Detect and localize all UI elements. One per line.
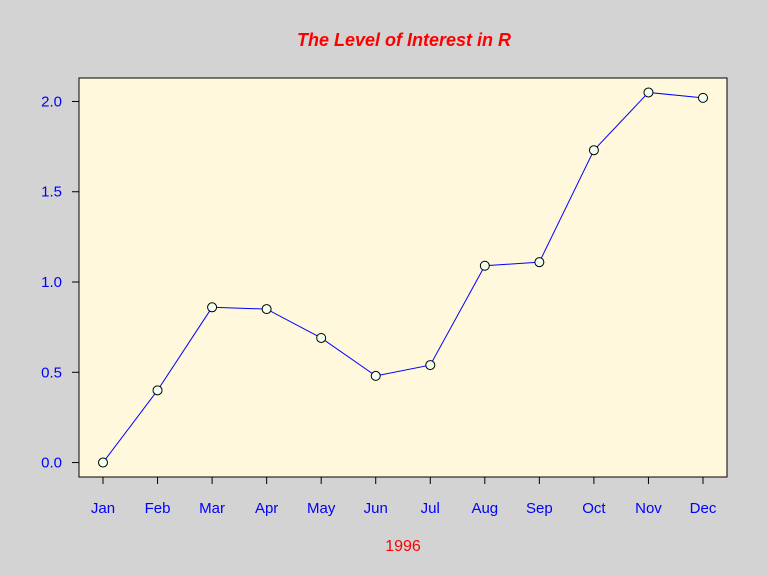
data-point-jun — [370, 370, 381, 381]
data-point-nov — [643, 87, 654, 98]
x-tick-label: Sep — [526, 500, 553, 517]
data-point-apr — [261, 304, 272, 315]
y-tick-label: 0.0 — [41, 455, 62, 472]
data-point-mar — [207, 302, 218, 313]
data-point-jan — [98, 457, 108, 468]
x-tick-label: Jun — [364, 500, 388, 517]
y-tick-label: 0.5 — [41, 364, 62, 381]
plot-area — [78, 77, 728, 478]
x-tick-label: Nov — [635, 500, 662, 517]
x-tick-label: Apr — [255, 500, 278, 517]
x-tick-label: Mar — [199, 500, 225, 517]
x-tick-label: May — [307, 500, 336, 517]
x-axis-label: 1996 — [385, 538, 421, 555]
x-tick-label: Jul — [421, 500, 440, 517]
data-point-aug — [479, 260, 490, 271]
data-point-sep — [534, 257, 545, 268]
x-tick-label: Oct — [582, 500, 606, 517]
y-tick-label: 1.0 — [41, 274, 62, 291]
x-tick-label: Jan — [91, 500, 115, 517]
y-tick-label: 2.0 — [41, 93, 62, 110]
data-point-jul — [425, 360, 436, 371]
chart-title: The Level of Interest in R — [297, 30, 511, 50]
x-tick-label: Aug — [471, 500, 498, 517]
data-points — [98, 87, 708, 468]
y-tick-label: 1.5 — [41, 184, 62, 201]
data-point-oct — [588, 145, 599, 156]
x-tick-label: Dec — [690, 500, 717, 517]
series-line — [102, 91, 704, 463]
y-axis: 0.0 0.5 1.0 1.5 2.0 — [41, 93, 79, 472]
data-point-may — [316, 332, 327, 343]
data-point-dec — [698, 92, 708, 103]
x-axis: Jan Feb Mar Apr May Jun Jul Aug Sep Oct Nov Dec — [91, 477, 717, 517]
data-point-feb — [152, 385, 163, 396]
x-tick-label: Feb — [145, 500, 171, 517]
